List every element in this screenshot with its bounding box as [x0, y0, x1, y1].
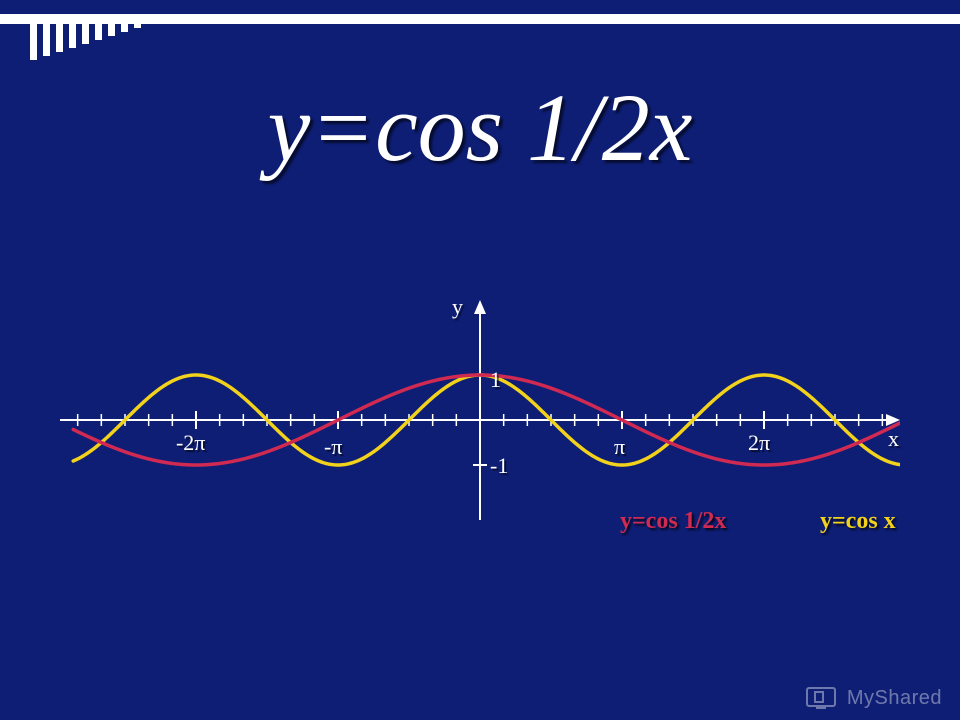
x-tick-label-pi: π — [614, 434, 625, 460]
y-axis-label: y — [452, 294, 463, 320]
y-tick-label-neg1: -1 — [490, 453, 508, 479]
watermark-text: MyShared — [847, 687, 942, 710]
x-tick-label-negpi: -π — [324, 434, 342, 460]
decor-comb — [30, 20, 230, 60]
watermark-logo-icon — [805, 686, 839, 710]
series-label-coshalfx: y=cos 1/2x — [620, 508, 726, 535]
chart-svg — [60, 300, 900, 540]
x-tick-label-neg2pi: -2π — [176, 430, 205, 456]
y-tick-label-1: 1 — [490, 367, 501, 393]
watermark: MyShared — [805, 686, 942, 710]
series-label-cosx: y=cos x — [820, 508, 896, 535]
x-tick-label-2pi: 2π — [748, 430, 770, 456]
x-axis-label: x — [888, 426, 899, 452]
slide-title: y=cos 1/2x — [0, 72, 960, 183]
chart-area: y x 1 -1 -2π -π π 2π y=cos 1/2x y=cos x — [60, 300, 900, 540]
